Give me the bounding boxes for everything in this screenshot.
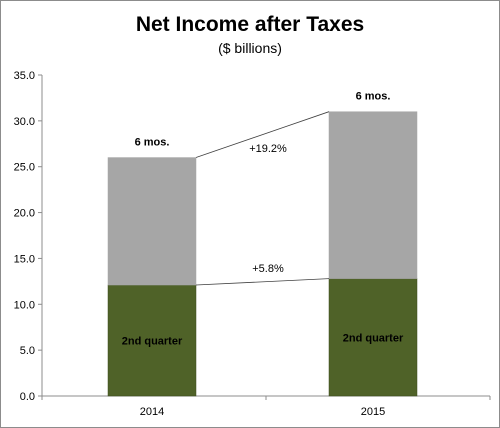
x-tick-label: 2014 bbox=[140, 406, 164, 418]
y-tick-label: 35.0 bbox=[14, 70, 35, 82]
y-tick-label: 0.0 bbox=[20, 391, 35, 403]
change-annotation: +5.8% bbox=[252, 263, 284, 275]
total-label: 6 mos. bbox=[356, 91, 391, 103]
y-tick-label: 20.0 bbox=[14, 208, 35, 220]
y-tick-label: 5.0 bbox=[20, 345, 35, 357]
bar-segment-6-mos bbox=[328, 111, 418, 279]
bar-segment-6-mos bbox=[107, 157, 197, 286]
segment-label: 2nd quarter bbox=[343, 332, 404, 344]
total-label: 6 mos. bbox=[135, 137, 170, 149]
y-tick-label: 25.0 bbox=[14, 162, 35, 174]
segment-label: 2nd quarter bbox=[122, 336, 183, 348]
x-tick-label: 2015 bbox=[361, 406, 385, 418]
change-connector-line bbox=[195, 278, 330, 286]
change-connector-line bbox=[195, 111, 330, 158]
change-annotation: +19.2% bbox=[249, 143, 287, 155]
y-tick-label: 30.0 bbox=[14, 116, 35, 128]
y-tick-label: 15.0 bbox=[14, 253, 35, 265]
chart-subtitle: ($ billions) bbox=[218, 40, 282, 56]
y-tick-label: 10.0 bbox=[14, 299, 35, 311]
chart-title: Net Income after Taxes bbox=[135, 13, 365, 36]
